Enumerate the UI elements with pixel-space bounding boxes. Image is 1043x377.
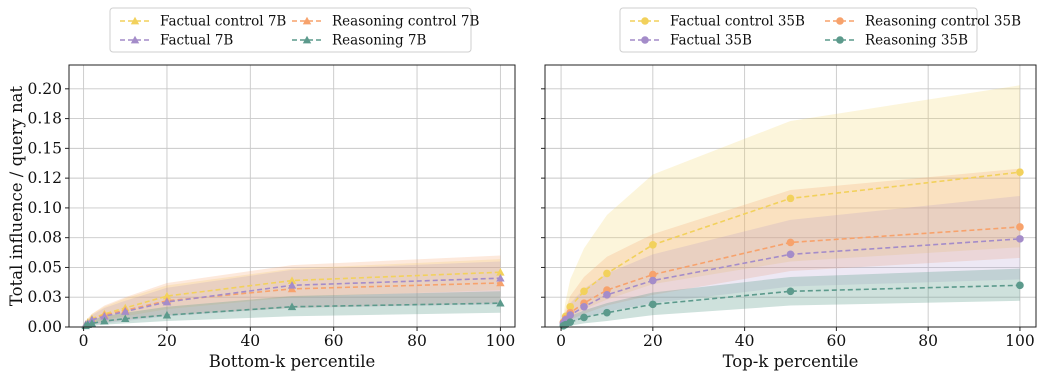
legend-label-factual-35b: Factual 35B [670, 33, 752, 49]
band-reasoning-control-35b [563, 168, 1020, 326]
x-tick-label: 100 [1005, 332, 1035, 350]
data-point [603, 269, 611, 278]
legend-label-reasoning-control-35b: Reasoning control 35B [865, 14, 1021, 30]
data-point [580, 287, 588, 296]
data-point [121, 314, 130, 323]
band-factual-35b [563, 196, 1020, 327]
band-factual-control-7b [85, 259, 501, 326]
legend-label-factual-control-35b: Factual control 35B [670, 14, 805, 30]
data-point [786, 238, 795, 247]
axes-frame [544, 64, 1037, 328]
data-point [786, 287, 795, 296]
data-point [287, 302, 297, 311]
data-point [603, 308, 611, 317]
data-point [580, 302, 588, 311]
data-point [580, 313, 588, 322]
x-tick-label: 100 [486, 332, 516, 350]
x-tick-label: 80 [407, 332, 427, 350]
legend-marker [302, 35, 312, 44]
y-tick-label: 0.12 [27, 169, 62, 187]
band-factual-7b [85, 261, 501, 327]
y-tick-label: 0.08 [27, 229, 62, 247]
legend-label-reasoning-control-7b: Reasoning control 7B [332, 14, 479, 30]
y-tick-label: 0.10 [27, 199, 62, 217]
data-point [496, 298, 505, 307]
x-tick-label: 80 [918, 332, 938, 350]
series-line-reasoning-control-35b [562, 226, 1020, 323]
data-point [162, 297, 172, 306]
x-tick-label: 40 [240, 332, 260, 350]
band-reasoning-35b [563, 268, 1020, 327]
legend-label-factual-control-7b: Factual control 7B [160, 14, 286, 30]
data-point [649, 276, 657, 285]
data-point [496, 268, 505, 276]
data-point [100, 316, 109, 325]
data-point [87, 319, 97, 327]
data-point [121, 307, 130, 315]
legend-label-factual-7b: Factual 7B [160, 33, 233, 49]
x-axis-label: Top-k percentile [723, 352, 859, 371]
data-point [1016, 235, 1024, 243]
data-point [287, 281, 297, 289]
data-point [1016, 223, 1024, 231]
x-tick-label: 0 [556, 332, 566, 350]
grid [69, 65, 515, 328]
x-tick-label: 60 [827, 332, 847, 350]
y-tick-label: 0.15 [27, 139, 62, 157]
legend-label-reasoning-35b: Reasoning 35B [865, 33, 968, 49]
legend-box [109, 7, 472, 53]
legend: Factual control 7B Reasoning control 7B Fa… [109, 7, 479, 53]
data-point [1016, 281, 1024, 290]
data-point [786, 194, 795, 203]
data-point [287, 276, 297, 284]
data-point [496, 273, 505, 282]
legend-box [619, 7, 978, 53]
legend-marker [641, 17, 649, 25]
x-tick-label: 20 [643, 332, 663, 350]
y-tick-label: 0.20 [27, 80, 62, 98]
data-point [603, 291, 611, 299]
data-point [786, 250, 795, 259]
data-point [496, 278, 505, 287]
series-line-factual-35b [562, 238, 1020, 324]
x-axis-label: Bottom-k percentile [209, 352, 376, 371]
legend-label-reasoning-7b: Reasoning 7B [332, 33, 426, 49]
left-chart-panel: 0 20 40 60 80 100 0.00 0.03 0.05 0.08 0.10 0.12 0.15… [7, 7, 516, 371]
data-point [649, 300, 657, 309]
data-point [566, 302, 575, 311]
x-tick-label: 0 [79, 332, 89, 350]
band-factual-control-35b [563, 85, 1020, 326]
legend-marker [836, 17, 844, 25]
legend-marker [641, 36, 649, 44]
legend: Factual control 35B Reasoning control 35B… [619, 7, 1021, 53]
data-point [566, 311, 575, 319]
y-axis-label: Total influence / query nat [7, 86, 26, 307]
data-point [649, 270, 657, 279]
y-tick-label: 0.18 [27, 110, 62, 128]
legend-marker [130, 16, 140, 25]
x-tick-label: 60 [324, 332, 344, 350]
right-chart-panel: 0 20 40 60 80 100 Top-k percentile Factual cont… [541, 7, 1037, 371]
data-point [100, 312, 109, 320]
x-tick-label: 40 [735, 332, 755, 350]
grid [545, 65, 1036, 328]
legend-marker [836, 36, 844, 44]
y-tick-label: 0.00 [27, 318, 62, 336]
data-point [1016, 168, 1024, 176]
legend-marker [130, 35, 140, 44]
y-tick-label: 0.05 [27, 258, 62, 276]
data-point [162, 291, 172, 300]
axes-frame [68, 64, 516, 328]
y-tick-label: 0.03 [27, 288, 62, 306]
data-point [162, 310, 172, 319]
data-point [649, 241, 657, 249]
x-tick-label: 20 [157, 332, 177, 350]
data-point [566, 318, 575, 327]
legend-marker [302, 16, 312, 25]
